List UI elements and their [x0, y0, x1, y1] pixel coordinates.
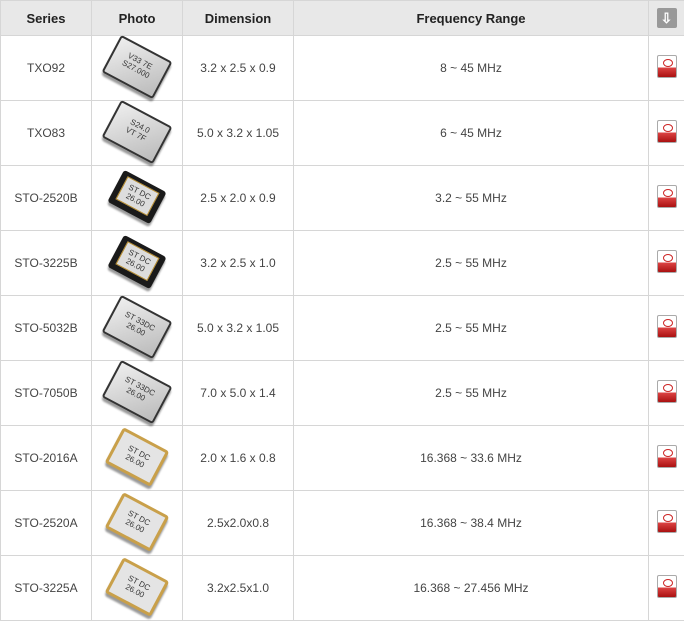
oscillator-photo: ST 33DC 26.00 — [101, 359, 173, 424]
pdf-icon[interactable] — [656, 250, 677, 273]
series-cell: TXO92 — [0, 35, 92, 101]
datasheet-cell — [648, 555, 684, 621]
dimension-cell: 2.5 x 2.0 x 0.9 — [182, 165, 294, 231]
dimension-cell: 3.2 x 2.5 x 1.0 — [182, 230, 294, 296]
datasheet-cell — [648, 230, 684, 296]
chip-marking: ST 33DC 26.00 — [123, 309, 157, 338]
table-row: STO-3225A ST DC 26.00 3.2x2.5x1.0 16.368… — [0, 555, 684, 621]
oscillator-photo: S24.0 VT 7F — [101, 99, 173, 164]
datasheet-cell — [648, 295, 684, 361]
header-photo: Photo — [91, 0, 183, 36]
pdf-icon[interactable] — [656, 445, 677, 468]
frequency-cell: 8 ~ 45 MHz — [293, 35, 649, 101]
chip-marking: V33 7E S27.000 — [120, 50, 154, 80]
frequency-cell: 3.2 ~ 55 MHz — [293, 165, 649, 231]
photo-cell: S24.0 VT 7F — [91, 99, 183, 166]
frequency-cell: 2.5 ~ 55 MHz — [293, 295, 649, 361]
oscillator-photo: ST DC 26.00 — [104, 491, 170, 552]
frequency-cell: 16.368 ~ 33.6 MHz — [293, 425, 649, 491]
frequency-cell: 2.5 ~ 55 MHz — [293, 360, 649, 426]
dimension-cell: 7.0 x 5.0 x 1.4 — [182, 360, 294, 426]
table-row: STO-3225B ST DC 26.00 3.2 x 2.5 x 1.0 2.… — [0, 230, 684, 296]
series-cell: TXO83 — [0, 100, 92, 166]
pdf-icon[interactable] — [656, 315, 677, 338]
table-row: STO-2016A ST DC 26.00 2.0 x 1.6 x 0.8 16… — [0, 425, 684, 491]
series-cell: STO-5032B — [0, 295, 92, 361]
series-cell: STO-2016A — [0, 425, 92, 491]
dimension-cell: 2.0 x 1.6 x 0.8 — [182, 425, 294, 491]
chip-marking: ST 33DC 26.00 — [123, 374, 157, 403]
series-cell: STO-3225A — [0, 555, 92, 621]
header-row: Series Photo Dimension Frequency Range ⇩ — [0, 0, 684, 36]
pdf-icon[interactable] — [656, 185, 677, 208]
frequency-cell: 2.5 ~ 55 MHz — [293, 230, 649, 296]
datasheet-cell — [648, 425, 684, 491]
photo-cell: ST DC 26.00 — [91, 165, 183, 231]
datasheet-cell — [648, 360, 684, 426]
table-row: STO-7050B ST 33DC 26.00 7.0 x 5.0 x 1.4 … — [0, 359, 684, 426]
photo-cell: ST DC 26.00 — [91, 230, 183, 296]
datasheet-cell — [648, 100, 684, 166]
photo-cell: ST 33DC 26.00 — [91, 294, 183, 361]
datasheet-cell — [648, 490, 684, 556]
table-row: STO-2520B ST DC 26.00 2.5 x 2.0 x 0.9 3.… — [0, 165, 684, 231]
dimension-cell: 3.2 x 2.5 x 0.9 — [182, 35, 294, 101]
pdf-icon[interactable] — [656, 575, 677, 598]
photo-cell: ST 33DC 26.00 — [91, 359, 183, 426]
pdf-icon[interactable] — [656, 380, 677, 403]
chip-marking: S24.0 VT 7F — [124, 116, 152, 143]
chip-marking: ST DC 26.00 — [123, 507, 152, 535]
dimension-cell: 5.0 x 3.2 x 1.05 — [182, 295, 294, 361]
oscillator-photo: ST 33DC 26.00 — [101, 294, 173, 359]
series-cell: STO-2520B — [0, 165, 92, 231]
dimension-cell: 5.0 x 3.2 x 1.05 — [182, 100, 294, 166]
dimension-cell: 2.5x2.0x0.8 — [182, 490, 294, 556]
table-row: STO-5032B ST 33DC 26.00 5.0 x 3.2 x 1.05… — [0, 294, 684, 361]
photo-cell: ST DC 26.00 — [91, 425, 183, 491]
table-row: STO-2520A ST DC 26.00 2.5x2.0x0.8 16.368… — [0, 490, 684, 556]
header-download: ⇩ — [648, 0, 684, 36]
photo-cell: ST DC 26.00 — [91, 490, 183, 556]
datasheet-cell — [648, 165, 684, 231]
photo-cell: ST DC 26.00 — [91, 555, 183, 621]
chip-marking: ST DC 26.00 — [123, 442, 152, 470]
download-icon[interactable]: ⇩ — [656, 8, 677, 28]
pdf-icon[interactable] — [656, 120, 677, 143]
oscillator-photo: ST DC 26.00 — [104, 556, 170, 617]
oscillator-photo: ST DC 26.00 — [104, 426, 170, 487]
series-cell: STO-3225B — [0, 230, 92, 296]
oscillator-photo: V33 7E S27.000 — [101, 34, 173, 99]
header-dimension: Dimension — [182, 0, 294, 36]
dimension-cell: 3.2x2.5x1.0 — [182, 555, 294, 621]
oscillator-photo: ST DC 26.00 — [107, 169, 167, 224]
frequency-cell: 6 ~ 45 MHz — [293, 100, 649, 166]
frequency-cell: 16.368 ~ 27.456 MHz — [293, 555, 649, 621]
table-row: TXO83 S24.0 VT 7F 5.0 x 3.2 x 1.05 6 ~ 4… — [0, 99, 684, 166]
photo-cell: V33 7E S27.000 — [91, 34, 183, 101]
pdf-icon[interactable] — [656, 55, 677, 78]
series-cell: STO-2520A — [0, 490, 92, 556]
table-row: TXO92 V33 7E S27.000 3.2 x 2.5 x 0.9 8 ~… — [0, 34, 684, 101]
header-frequency: Frequency Range — [293, 0, 649, 36]
datasheet-cell — [648, 35, 684, 101]
chip-marking: ST DC 26.00 — [123, 572, 152, 600]
oscillator-photo: ST DC 26.00 — [107, 234, 167, 289]
frequency-cell: 16.368 ~ 38.4 MHz — [293, 490, 649, 556]
header-series: Series — [0, 0, 92, 36]
series-cell: STO-7050B — [0, 360, 92, 426]
pdf-icon[interactable] — [656, 510, 677, 533]
